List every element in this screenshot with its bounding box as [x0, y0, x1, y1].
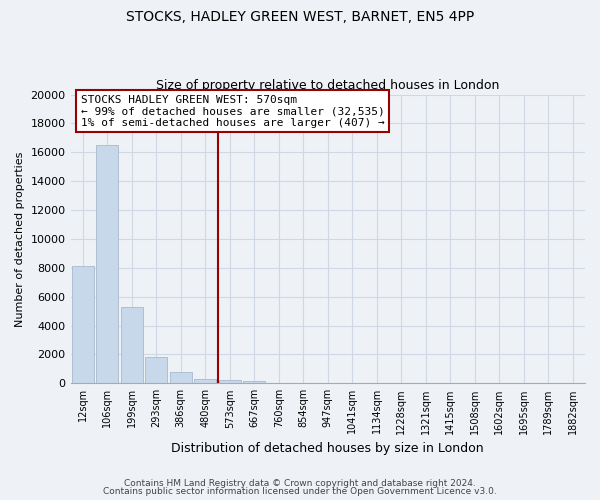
Bar: [96, 145, 118, 384]
Y-axis label: Number of detached properties: Number of detached properties: [15, 151, 25, 326]
X-axis label: Distribution of detached houses by size in London: Distribution of detached houses by size …: [172, 442, 484, 455]
Bar: [219, 380, 241, 384]
Text: STOCKS HADLEY GREEN WEST: 570sqm
← 99% of detached houses are smaller (32,535)
1: STOCKS HADLEY GREEN WEST: 570sqm ← 99% o…: [81, 94, 385, 128]
Text: Contains public sector information licensed under the Open Government Licence v3: Contains public sector information licen…: [103, 487, 497, 496]
Bar: [72, 266, 94, 384]
Text: Contains HM Land Registry data © Crown copyright and database right 2024.: Contains HM Land Registry data © Crown c…: [124, 478, 476, 488]
Bar: [194, 378, 217, 384]
Bar: [243, 382, 265, 384]
Text: STOCKS, HADLEY GREEN WEST, BARNET, EN5 4PP: STOCKS, HADLEY GREEN WEST, BARNET, EN5 4…: [126, 10, 474, 24]
Bar: [121, 307, 143, 384]
Title: Size of property relative to detached houses in London: Size of property relative to detached ho…: [156, 79, 499, 92]
Bar: [170, 372, 192, 384]
Bar: [145, 356, 167, 384]
